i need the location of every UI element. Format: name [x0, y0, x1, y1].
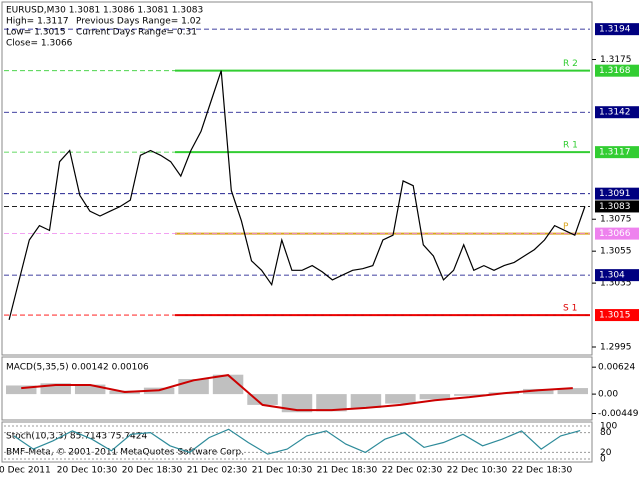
pivot-label: R 1 [563, 141, 578, 151]
price-level-box [595, 106, 639, 119]
price-level-box [595, 23, 639, 36]
macd-bar [419, 394, 451, 400]
macd-bar [316, 394, 347, 412]
macd-tick-label: -0.00449 [598, 409, 639, 419]
price-level-label: 1.3066 [599, 229, 631, 239]
stoch-tick-label: 100 [600, 422, 617, 432]
pivot-label: R 2 [563, 59, 578, 69]
stoch-panel [1, 421, 593, 463]
price-level-label: 1.3168 [599, 66, 631, 76]
macd-panel [1, 356, 593, 421]
price-level-label: 1.3142 [599, 108, 631, 118]
stoch-tick-label: 20 [600, 448, 612, 458]
macd-bar [350, 394, 382, 408]
macd-bar [247, 394, 278, 405]
pivot-label: P [563, 222, 569, 232]
macd-bar [74, 384, 106, 395]
y-tick-label: 1.3055 [600, 247, 632, 257]
x-tick-label: 20 Dec 2011 [0, 466, 51, 476]
macd-bar [212, 374, 244, 395]
price-level-box [595, 187, 639, 200]
price-level-box [595, 269, 639, 282]
macd-bar [557, 388, 588, 395]
info-current-range: Current Days Range= 0.31 [76, 28, 197, 38]
info-prev-range: Previous Days Range= 1.02 [76, 17, 201, 27]
x-tick-label: 21 Dec 18:30 [317, 466, 378, 476]
macd-bar [454, 394, 485, 396]
x-tick-label: 21 Dec 10:30 [252, 466, 313, 476]
y-tick-label: 1.3035 [600, 279, 632, 289]
macd-bar [385, 394, 416, 404]
price-level-label: 1.3091 [599, 189, 631, 199]
macd-bar [281, 394, 313, 413]
macd-tick-label: 0.00 [598, 390, 618, 400]
info-low: Low= 1.3015 [6, 28, 66, 38]
main-panel [1, 1, 593, 356]
price-level-label: 1.3015 [599, 311, 631, 321]
x-tick-label: 20 Dec 18:30 [122, 466, 183, 476]
x-tick-label: 22 Dec 02:30 [382, 466, 443, 476]
x-tick-label: 22 Dec 10:30 [447, 466, 508, 476]
y-tick-label: 1.2995 [600, 343, 632, 353]
price-line [8, 70, 586, 321]
info-high: High= 1.3117 [6, 17, 69, 27]
price-level-box [595, 146, 639, 159]
price-level-label: 1.3194 [599, 25, 631, 35]
price-level-label: 1.304 [599, 271, 625, 281]
y-tick-label: 1.3175 [600, 55, 632, 65]
y-tick-label: 1.3075 [600, 215, 632, 225]
info-close: Close= 1.3066 [6, 39, 73, 49]
price-level-label: 1.3083 [599, 202, 631, 212]
stoch-title: Stoch(10,3,3) 85.7143 75.7424 [6, 432, 147, 442]
price-level-label: 1.3117 [599, 148, 631, 158]
price-level-box [595, 227, 639, 240]
x-tick-label: 22 Dec 18:30 [512, 466, 573, 476]
stoch-line [13, 428, 581, 455]
x-tick-label: 20 Dec 10:30 [57, 466, 118, 476]
macd-signal [21, 374, 573, 412]
macd-bar [6, 385, 37, 395]
macd-bar [523, 388, 554, 395]
stoch-tick-label: 80 [600, 428, 612, 438]
macd-tick-label: 0.00624 [598, 363, 635, 373]
macd-title: MACD(5,35,5) 0.00142 0.00106 [6, 363, 149, 373]
x-tick-label: 21 Dec 02:30 [187, 466, 248, 476]
pivot-label: S 1 [563, 304, 577, 314]
price-level-box [595, 64, 639, 77]
price-level-box [595, 200, 639, 213]
macd-bar [40, 383, 71, 395]
stoch-tick-label: 0 [600, 455, 606, 465]
price-level-box [595, 309, 639, 322]
symbol-header: EURUSD,M30 1.3081 1.3086 1.3081 1.3083 [6, 6, 203, 16]
